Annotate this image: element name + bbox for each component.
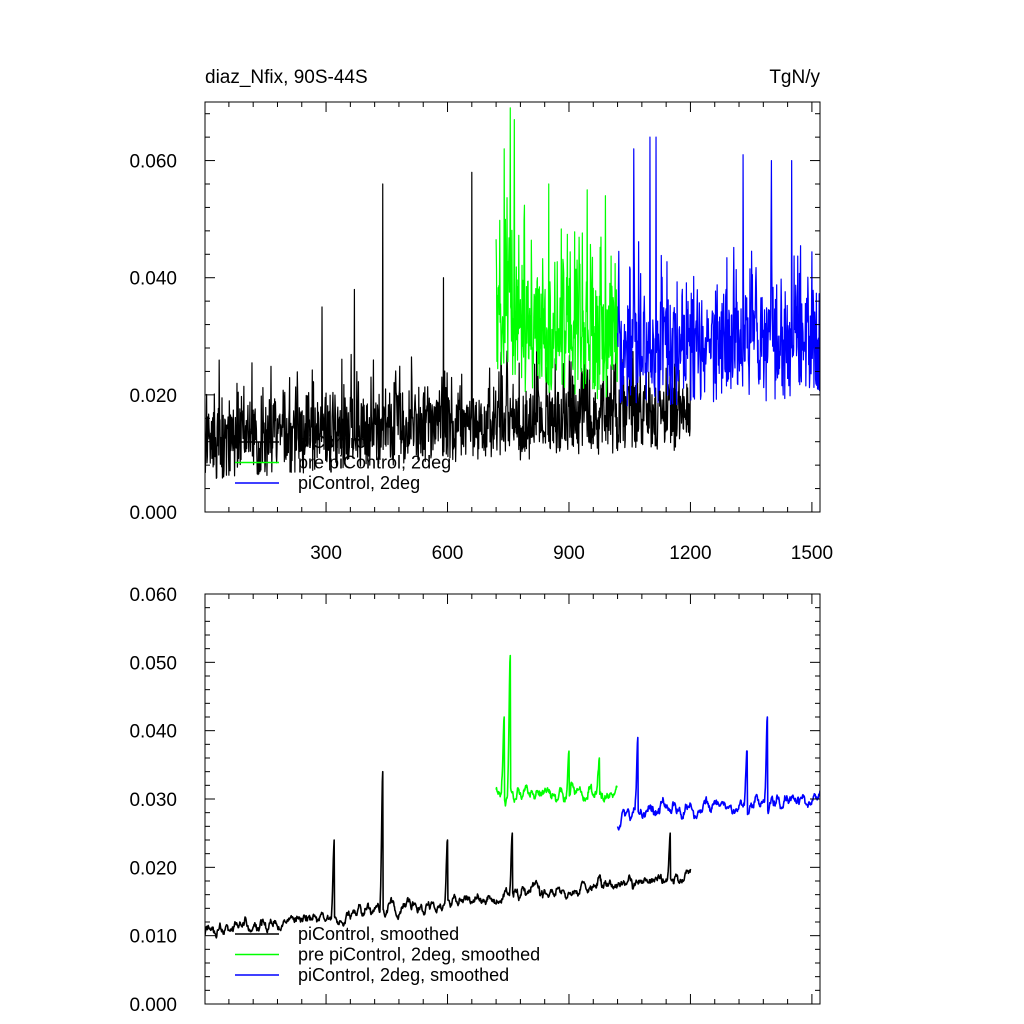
legend-label: pre piControl, 2deg bbox=[298, 453, 451, 473]
y-tick-label: 0.010 bbox=[129, 927, 177, 948]
y-tick-label: 0.000 bbox=[129, 995, 177, 1016]
y-tick-label: 0.040 bbox=[129, 722, 177, 743]
x-tick-label: 300 bbox=[310, 543, 342, 564]
plot-frame bbox=[204, 101, 821, 513]
series-line bbox=[205, 171, 692, 479]
y-tick-label: 0.020 bbox=[129, 386, 177, 407]
panel-title-left: diaz_Nfix, 90S-44S bbox=[205, 67, 368, 88]
x-tick-label: 1500 bbox=[791, 543, 833, 564]
axis-ticks: 300 600 900 1200 1500 0.000 0.020 0.040 0.060 bbox=[129, 102, 833, 564]
series-line bbox=[205, 770, 692, 939]
y-tick-label: 0.060 bbox=[129, 585, 177, 606]
x-tick-label: 900 bbox=[553, 543, 585, 564]
legend-label: piControl, 2deg, smoothed bbox=[298, 965, 509, 985]
series-line bbox=[495, 107, 619, 400]
y-tick-label: 0.020 bbox=[129, 858, 177, 879]
legend-label: piControl, smoothed bbox=[298, 924, 459, 944]
y-tick-label: 0.040 bbox=[129, 269, 177, 290]
x-tick-label: 600 bbox=[432, 543, 464, 564]
x-tick-label: 1200 bbox=[669, 543, 711, 564]
series-line bbox=[495, 654, 618, 807]
y-tick-label: 0.000 bbox=[129, 503, 177, 524]
y-tick-label: 0.060 bbox=[129, 152, 177, 173]
series-line bbox=[616, 136, 820, 407]
legend-label: piControl, 2deg bbox=[298, 473, 420, 493]
axis-ticks: 0.000 0.010 0.020 0.030 0.040 0.050 0.060 bbox=[129, 585, 820, 1016]
y-tick-label: 0.030 bbox=[129, 790, 177, 811]
panel-title-right: TgN/y bbox=[769, 67, 820, 88]
series-layer bbox=[205, 654, 820, 939]
y-tick-label: 0.050 bbox=[129, 653, 177, 674]
series-layer bbox=[205, 107, 820, 479]
legend-label: piControl bbox=[298, 432, 370, 452]
legend-label: pre piControl, 2deg, smoothed bbox=[298, 945, 540, 965]
series-line bbox=[616, 716, 820, 831]
